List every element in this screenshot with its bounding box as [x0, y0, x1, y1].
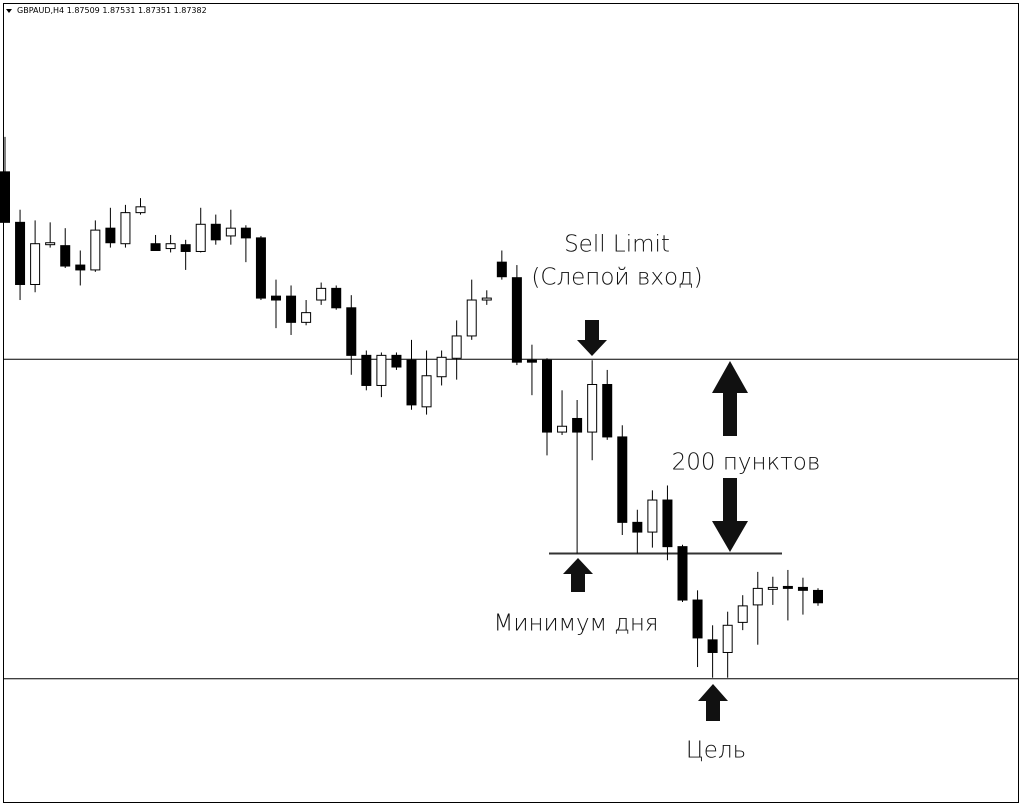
candle-body — [255, 237, 266, 299]
candle-body — [60, 245, 71, 267]
header-triangle — [6, 9, 12, 13]
annotation: Sell Limit — [564, 232, 670, 258]
candle-body — [361, 354, 372, 386]
arrow-up — [712, 361, 748, 436]
candle-body — [722, 624, 733, 653]
candle-body — [406, 359, 417, 406]
candle-body — [105, 227, 116, 244]
candle-body — [301, 312, 312, 323]
header: GBPAUD,H4 1.87509 1.87531 1.87351 1.8738… — [17, 6, 207, 15]
annotation: Минимум дня — [493, 611, 658, 637]
candle-body — [632, 521, 643, 533]
candle-body — [481, 297, 492, 301]
chart-frame — [3, 3, 1019, 803]
candle-body — [135, 206, 146, 214]
arrow-up — [698, 684, 728, 721]
high-value: 1.87531 — [102, 6, 135, 15]
candle-body — [451, 335, 462, 359]
candle-body — [572, 417, 583, 433]
candle-body — [225, 227, 236, 237]
candle-body — [707, 639, 718, 653]
candle-body — [511, 277, 522, 363]
arrow-down — [712, 478, 748, 552]
annotation: (Слепой вход) — [531, 265, 702, 291]
candle-body — [150, 243, 161, 252]
candle-body — [30, 243, 41, 285]
candle-body — [240, 227, 251, 239]
annotation: 200 пунктов — [672, 450, 821, 476]
candle-body — [466, 299, 477, 337]
candle-body — [557, 425, 568, 433]
close-value: 1.87382 — [174, 6, 207, 15]
candle-body — [526, 359, 537, 363]
candle-body — [662, 499, 673, 548]
candle-body — [331, 287, 342, 309]
candle-body — [677, 546, 688, 601]
candle-body — [180, 244, 191, 252]
candle-body — [90, 229, 101, 271]
symbol: GBPAUD,H4 — [17, 6, 64, 15]
candle-body — [797, 586, 808, 591]
candle-body — [421, 375, 432, 408]
candle-body — [647, 499, 658, 533]
candle-body — [15, 221, 26, 285]
candle-body — [692, 599, 703, 639]
candle-body — [120, 212, 131, 245]
candle-body — [346, 307, 357, 356]
candle-body — [542, 359, 552, 433]
candle-body — [271, 295, 281, 301]
candle-body — [767, 586, 778, 590]
candle-body — [436, 356, 447, 378]
candle-body — [165, 243, 176, 250]
candle-body — [391, 354, 402, 368]
candle-body — [602, 383, 613, 438]
candle-body — [782, 585, 793, 589]
candle-body — [617, 436, 628, 523]
arrow-down — [577, 320, 607, 356]
annotation: Цель — [686, 738, 746, 764]
candle-body — [316, 287, 327, 301]
arrow-up — [563, 558, 593, 592]
candle-body — [496, 261, 507, 278]
low-value: 1.87351 — [138, 6, 171, 15]
candle-body — [752, 587, 763, 606]
candle-body — [75, 264, 86, 271]
candle-body — [737, 605, 748, 623]
candle-body — [0, 171, 10, 223]
plot — [0, 136, 1018, 680]
candle-body — [45, 242, 56, 246]
candle-body — [210, 223, 221, 241]
candle-body — [376, 354, 387, 386]
candle-body — [195, 223, 206, 252]
candle-body — [813, 589, 823, 604]
candle-body — [286, 295, 297, 323]
open-value: 1.87509 — [67, 6, 100, 15]
candle-body — [587, 383, 598, 433]
